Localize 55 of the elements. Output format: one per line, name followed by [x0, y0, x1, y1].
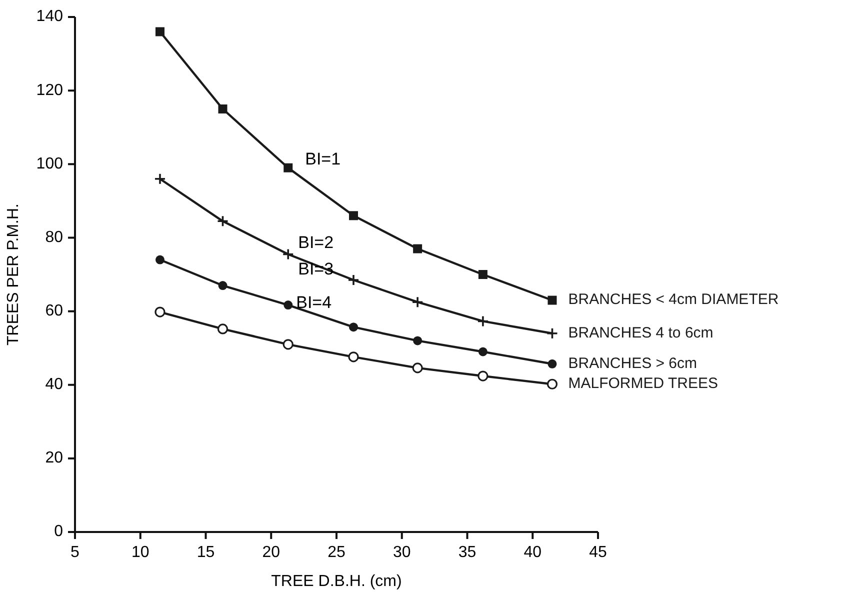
x-tick-label: 10 — [131, 544, 150, 561]
point — [413, 244, 422, 254]
x-tick-label: 45 — [589, 544, 607, 561]
point — [478, 347, 488, 356]
x-tick-label: 30 — [392, 544, 411, 561]
series-label: BRANCHES < 4cm DIAMETER — [568, 291, 779, 308]
point — [413, 336, 422, 346]
point — [548, 359, 557, 368]
x-tick-label: 20 — [262, 544, 280, 561]
point — [412, 362, 423, 374]
annotation: BI=4 — [296, 292, 332, 312]
y-tick-label: 120 — [36, 82, 64, 99]
point — [548, 296, 557, 305]
point — [546, 378, 558, 390]
point — [284, 163, 293, 172]
series-label: BRANCHES > 6cm — [568, 354, 698, 372]
point — [218, 281, 228, 290]
point — [478, 370, 488, 382]
point — [282, 248, 294, 260]
y-tick-label: 20 — [45, 450, 64, 467]
x-tick-label: 25 — [328, 544, 346, 561]
x-tick-label: 15 — [196, 544, 215, 561]
point — [284, 300, 293, 310]
series-label: BRANCHES 4 to 6cm — [568, 324, 714, 342]
point — [348, 352, 359, 362]
point — [477, 315, 489, 328]
y-tick-label: 60 — [45, 302, 64, 320]
x-tick-label: 35 — [458, 544, 476, 561]
annotation: BI=1 — [305, 149, 341, 168]
x-tick-label: 40 — [524, 544, 542, 561]
point — [216, 215, 229, 228]
point — [282, 339, 294, 350]
point — [348, 211, 358, 220]
point — [218, 104, 228, 114]
point — [154, 172, 166, 185]
y-tick-label: 80 — [45, 228, 64, 246]
point — [546, 327, 558, 340]
y-axis-title: TREES PER P.M.H. — [5, 204, 22, 346]
series-label: MALFORMED TREES — [568, 375, 718, 392]
y-tick-label: 0 — [54, 523, 64, 540]
point — [348, 322, 358, 332]
y-tick-label: 100 — [36, 155, 64, 172]
point — [155, 255, 164, 264]
x-axis-title: TREE D.B.H. (cm) — [271, 573, 402, 590]
point — [412, 296, 424, 308]
annotation: BI=2 — [298, 232, 334, 252]
point — [155, 27, 164, 36]
x-tick-label: 5 — [70, 544, 80, 561]
y-tick-label: 40 — [45, 376, 64, 394]
point — [154, 306, 166, 318]
point — [478, 270, 488, 279]
point — [217, 324, 228, 334]
y-tick-label: 140 — [36, 8, 64, 26]
point — [348, 274, 360, 286]
annotation: BI=3 — [298, 260, 334, 279]
